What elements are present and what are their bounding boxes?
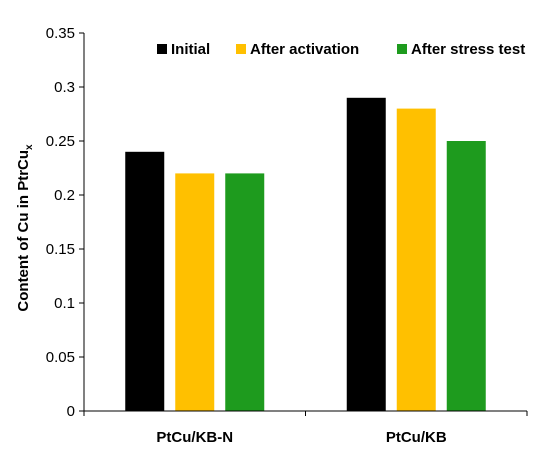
y-axis-title: Content of Cu in PtrCux: [15, 144, 35, 312]
legend-swatch: [236, 44, 246, 54]
y-tick-label: 0.25: [46, 133, 75, 150]
bar-initial-ptcu-kb: [346, 97, 386, 412]
legend-label: After activation: [250, 41, 359, 58]
bar-after-stress-test-ptcu-kb-n: [225, 173, 265, 411]
legend-label: After stress test: [411, 41, 525, 58]
y-axis: 0 0.05 0.1 0.15 0.2 0.25 0.3 0.35: [46, 25, 85, 420]
bar-initial-ptcu-kb-n: [125, 151, 165, 412]
y-axis-title-text: Content of Cu in PtrCu: [15, 150, 32, 312]
bar-after-stress-test-ptcu-kb: [446, 141, 486, 411]
legend: Initial After activation After stress test: [157, 41, 525, 58]
bar-after-activation-ptcu-kb: [396, 108, 436, 411]
y-tick-label: 0.1: [54, 295, 75, 312]
plot-area: [125, 97, 486, 412]
legend-swatch: [157, 44, 167, 54]
y-tick-label: 0: [67, 403, 75, 420]
x-axis: PtCu/KB-N PtCu/KB: [83, 410, 528, 446]
y-tick-label: 0.15: [46, 241, 75, 258]
y-tick-label: 0.2: [54, 187, 75, 204]
legend-label: Initial: [171, 41, 210, 58]
x-tick-label: PtCu/KB-N: [156, 429, 233, 446]
y-axis-title-subscript: x: [24, 144, 35, 150]
y-tick-label: 0.35: [46, 25, 75, 42]
x-tick-label: PtCu/KB: [386, 429, 447, 446]
bar-after-activation-ptcu-kb-n: [175, 173, 215, 411]
y-tick-label: 0.05: [46, 349, 75, 366]
y-tick-label: 0.3: [54, 79, 75, 96]
legend-swatch: [397, 44, 407, 54]
